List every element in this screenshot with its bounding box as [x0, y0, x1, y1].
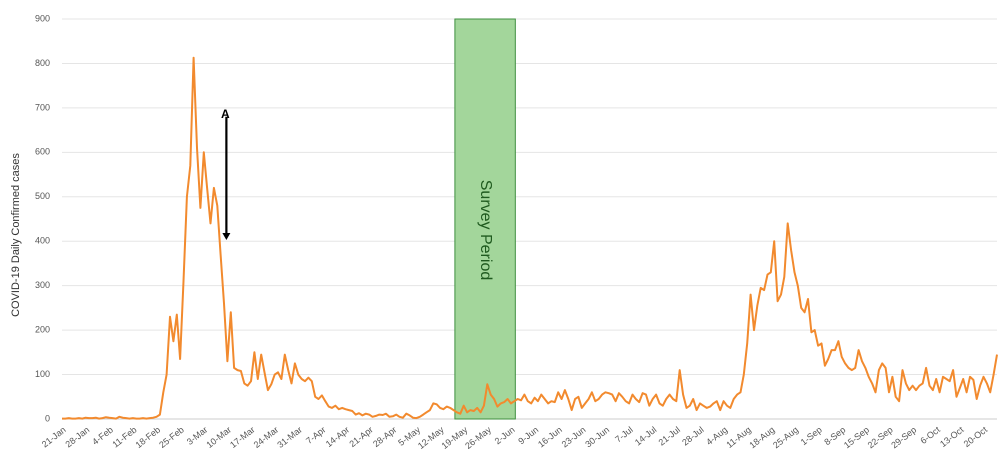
annotation-label: A — [221, 107, 230, 121]
arrow-head — [222, 233, 231, 240]
x-tick-label: 24-Mar — [252, 425, 281, 449]
x-tick-label: 14-Jul — [633, 425, 658, 448]
x-tick-label: 2-Jun — [493, 425, 517, 447]
x-tick-label: 30-Jun — [583, 425, 611, 449]
y-tick-label: 200 — [35, 324, 50, 334]
x-tick-label: 10-Mar — [204, 425, 233, 449]
x-tick-label: 21-Apr — [347, 425, 374, 449]
y-tick-label: 300 — [35, 280, 50, 290]
x-tick-label: 29-Sep — [889, 425, 918, 449]
x-tick-label: 25-Aug — [771, 425, 800, 449]
y-tick-label: 500 — [35, 191, 50, 201]
x-tick-label: 21-Jan — [40, 425, 68, 449]
x-tick-label: 7-Jul — [613, 425, 635, 445]
data-line — [62, 56, 998, 420]
x-tick-label: 17-Mar — [228, 425, 257, 449]
y-tick-label: 800 — [35, 58, 50, 68]
survey-label: Survey Period — [477, 180, 494, 281]
x-tick-label: 31-Mar — [275, 425, 304, 449]
y-tick-label: 100 — [35, 369, 50, 379]
x-tick-label: 28-Apr — [371, 425, 398, 449]
x-tick-label: 23-Jun — [560, 425, 588, 449]
y-tick-label: 600 — [35, 147, 50, 157]
x-tick-label: 18-Feb — [134, 425, 163, 449]
x-tick-label: 20-Oct — [962, 424, 990, 449]
y-tick-label: 900 — [35, 13, 50, 23]
x-tick-label: 25-Feb — [157, 425, 186, 449]
y-tick-label: 400 — [35, 236, 50, 246]
x-tick-label: 11-Feb — [110, 425, 138, 449]
y-tick-label: 700 — [35, 102, 50, 112]
x-tick-label: 14-Apr — [324, 425, 351, 449]
x-tick-label: 21-Jul — [657, 425, 682, 448]
x-tick-label: 26-May — [463, 424, 493, 449]
y-axis-label: COVID-19 Daily Confirmed cases — [10, 153, 22, 317]
survey-period — [454, 18, 516, 420]
y-tick-label: 0 — [45, 413, 50, 423]
x-tick-label: 28-Jan — [63, 425, 91, 449]
x-tick-label: 1-Sep — [799, 425, 824, 448]
x-tick-label: 13-Oct — [938, 424, 966, 449]
x-tick-label: 28-Jul — [680, 425, 705, 448]
x-tick-label: 16-Jun — [536, 425, 564, 449]
